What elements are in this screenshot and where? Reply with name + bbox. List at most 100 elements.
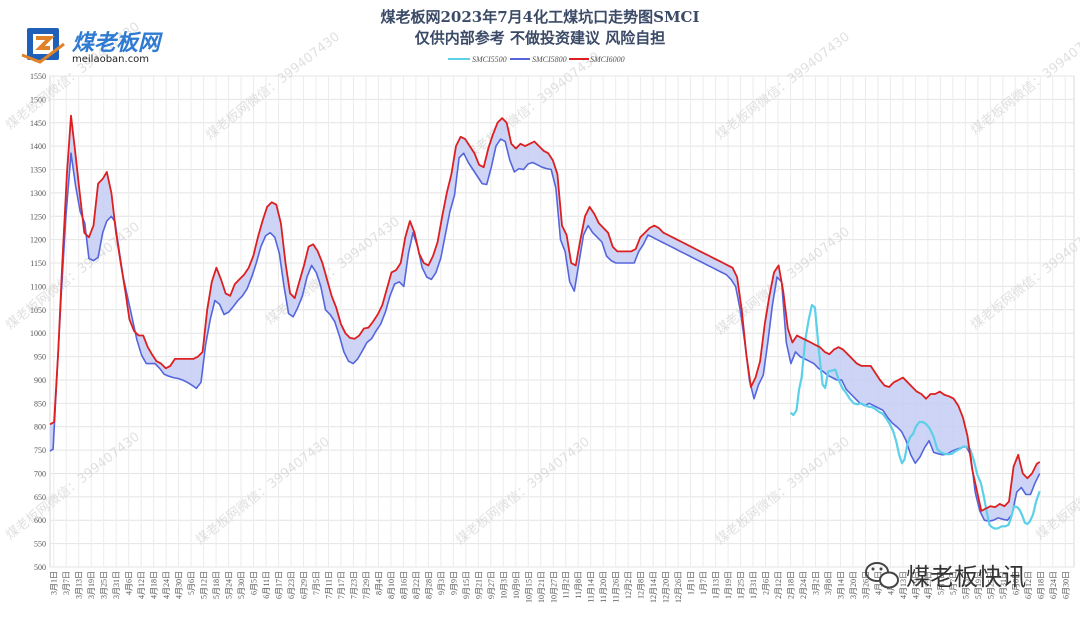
x-tick-label: 8月10日 bbox=[387, 571, 396, 599]
x-tick-label: 3月8日 bbox=[824, 571, 833, 595]
y-tick-label: 1100 bbox=[30, 282, 46, 291]
x-tick-label: 6月30日 bbox=[1061, 571, 1070, 599]
y-tick-label: 1300 bbox=[30, 189, 46, 198]
y-tick-label: 750 bbox=[34, 446, 46, 455]
x-tick-label: 5月7日 bbox=[949, 571, 958, 595]
x-tick-label: 5月12日 bbox=[200, 571, 209, 599]
x-tick-label: 9月15日 bbox=[462, 571, 471, 599]
x-tick-label: 12月2日 bbox=[624, 571, 633, 599]
x-tick-label: 7月29日 bbox=[362, 571, 371, 599]
y-tick-label: 1500 bbox=[30, 95, 46, 104]
x-tick-label: 5月31日 bbox=[999, 571, 1008, 599]
x-tick-label: 5月1日 bbox=[936, 571, 945, 595]
x-tick-label: 1月13日 bbox=[712, 571, 721, 599]
y-tick-label: 1200 bbox=[30, 236, 46, 245]
x-tick-label: 3月25日 bbox=[100, 571, 109, 599]
x-tick-label: 6月11日 bbox=[262, 571, 271, 599]
y-tick-label: 1450 bbox=[30, 119, 46, 128]
y-tick-label: 700 bbox=[34, 469, 46, 478]
x-tick-label: 9月21日 bbox=[474, 571, 483, 599]
x-tick-label: 7月17日 bbox=[337, 571, 346, 599]
y-tick-label: 1550 bbox=[30, 72, 46, 81]
x-tick-label: 6月6日 bbox=[1011, 571, 1020, 595]
y-tick-label: 650 bbox=[34, 493, 46, 502]
x-tick-label: 4月1日 bbox=[874, 571, 883, 595]
series-line-smci5800 bbox=[49, 138, 1041, 523]
x-tick-label: 4月25日 bbox=[924, 571, 933, 599]
x-tick-label: 10月21日 bbox=[537, 571, 546, 603]
y-tick-label: 1050 bbox=[30, 306, 46, 315]
y-tick-label: 1250 bbox=[30, 212, 46, 221]
x-tick-label: 5月13日 bbox=[961, 571, 970, 599]
x-tick-label: 11月8日 bbox=[574, 571, 583, 599]
vertical-grid bbox=[53, 76, 1066, 567]
brand-url: meilaoban.com bbox=[72, 54, 149, 65]
x-tick-label: 12月26日 bbox=[674, 571, 683, 603]
x-tick-label: 8月4日 bbox=[374, 571, 383, 595]
x-tick-label: 7月11日 bbox=[324, 571, 333, 599]
x-tick-label: 5月25日 bbox=[986, 571, 995, 599]
x-tick-label: 2月6日 bbox=[762, 571, 771, 595]
x-tick-label: 4月30日 bbox=[175, 571, 184, 599]
x-tick-label: 6月29日 bbox=[300, 571, 309, 599]
x-tick-label: 4月24日 bbox=[162, 571, 171, 599]
x-tick-label: 6月5日 bbox=[250, 571, 259, 595]
x-tick-label: 4月12日 bbox=[137, 571, 146, 599]
y-tick-label: 950 bbox=[34, 353, 46, 362]
x-tick-label: 8月16日 bbox=[399, 571, 408, 599]
x-tick-label: 3月13日 bbox=[75, 571, 84, 599]
x-tick-label: 1月1日 bbox=[687, 571, 696, 595]
x-tick-label: 11月20日 bbox=[599, 571, 608, 603]
x-tick-label: 1月31日 bbox=[749, 571, 758, 599]
x-tick-label: 3月2日 bbox=[812, 571, 821, 595]
x-tick-label: 6月18日 bbox=[1036, 571, 1045, 599]
x-tick-label: 4月18日 bbox=[150, 571, 159, 599]
y-tick-label: 600 bbox=[34, 516, 46, 525]
series-lines bbox=[49, 114, 1041, 530]
x-tick-label: 10月3日 bbox=[499, 571, 508, 599]
x-tick-label: 12月8日 bbox=[637, 571, 646, 599]
legend-label-smci6000: SMCI6000 bbox=[590, 55, 625, 64]
x-tick-label: 4月13日 bbox=[899, 571, 908, 599]
series-line-smci6000 bbox=[49, 114, 1041, 512]
y-tick-label: 900 bbox=[34, 376, 46, 385]
x-tick-label: 1月25日 bbox=[737, 571, 746, 599]
x-tick-label: 6月24日 bbox=[1049, 571, 1058, 599]
x-tick-label: 1月7日 bbox=[699, 571, 708, 595]
x-tick-label: 2月18日 bbox=[787, 571, 796, 599]
x-tick-label: 6月12日 bbox=[1024, 571, 1033, 599]
x-tick-label: 9月27日 bbox=[487, 571, 496, 599]
x-tick-label: 12月20日 bbox=[662, 571, 671, 603]
x-tick-label: 12月14日 bbox=[649, 571, 658, 603]
x-tick-label: 7月5日 bbox=[312, 571, 321, 595]
x-tick-label: 11月2日 bbox=[562, 571, 571, 599]
x-tick-label: 4月6日 bbox=[125, 571, 134, 595]
x-tick-label: 10月9日 bbox=[512, 571, 521, 599]
wechat-badge: 煤老板快讯 bbox=[865, 562, 1026, 591]
y-tick-label: 850 bbox=[34, 399, 46, 408]
x-tick-label: 9月3日 bbox=[437, 571, 446, 595]
y-tick-label: 800 bbox=[34, 423, 46, 432]
x-tick-label: 3月14日 bbox=[836, 571, 845, 599]
x-tick-label: 7月23日 bbox=[349, 571, 358, 599]
x-tick-label: 5月19日 bbox=[974, 571, 983, 599]
x-tick-label: 6月17日 bbox=[275, 571, 284, 599]
legend-label-smci5800: SMCI5800 bbox=[532, 55, 567, 64]
x-tick-label: 3月1日 bbox=[50, 571, 59, 595]
y-tick-label: 1400 bbox=[30, 142, 46, 151]
x-tick-label: 5月6日 bbox=[187, 571, 196, 595]
legend-label-smci5500: SMCI5500 bbox=[472, 55, 507, 64]
x-tick-label: 4月19日 bbox=[911, 571, 920, 599]
y-tick-label: 550 bbox=[34, 540, 46, 549]
badge-text: 煤老板快讯 bbox=[906, 563, 1026, 591]
x-tick-label: 11月26日 bbox=[612, 571, 621, 603]
y-tick-label: 1000 bbox=[30, 329, 46, 338]
series-line-smci5500 bbox=[789, 304, 1041, 530]
legend: SMCI5500 SMCI5800 SMCI6000 bbox=[448, 55, 625, 64]
x-tick-label: 5月30日 bbox=[237, 571, 246, 599]
x-tick-label: 11月14日 bbox=[587, 571, 596, 603]
x-tick-label: 3月20日 bbox=[849, 571, 858, 599]
x-tick-label: 2月24日 bbox=[799, 571, 808, 599]
x-tick-label: 8月22日 bbox=[412, 571, 421, 599]
